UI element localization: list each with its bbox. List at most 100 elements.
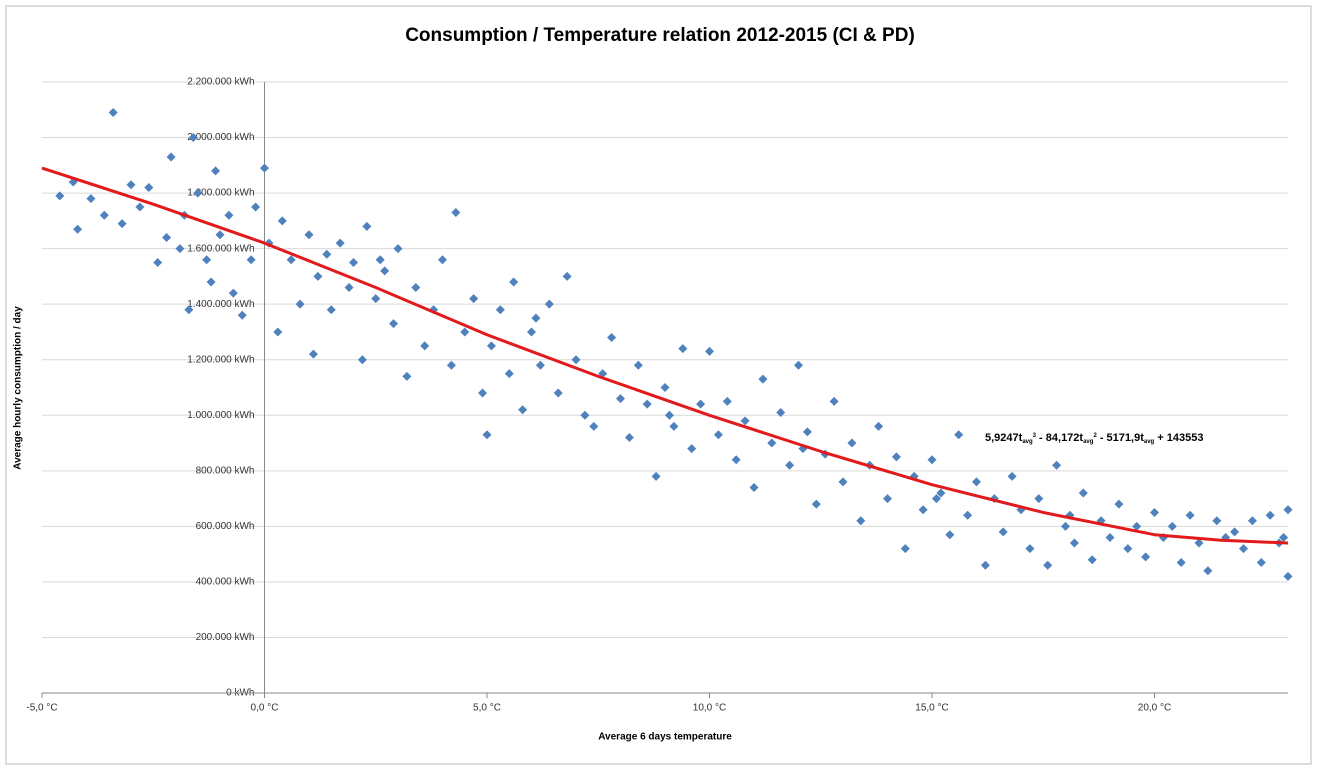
y-tick-label: 1.400.000 kWh <box>187 299 254 310</box>
point <box>144 183 154 193</box>
point <box>1256 557 1266 567</box>
point <box>1123 544 1133 554</box>
point <box>1176 557 1186 567</box>
x-tick-label: -5,0 °C <box>26 703 57 714</box>
y-tick-label: 800.000 kWh <box>196 465 255 476</box>
point <box>767 438 777 448</box>
equation-part: - 84,172t <box>1036 432 1083 444</box>
point <box>1105 532 1115 542</box>
point <box>1185 510 1195 520</box>
point <box>1141 552 1151 562</box>
point <box>945 530 955 540</box>
point <box>166 152 176 162</box>
point <box>811 499 821 509</box>
point <box>624 432 634 442</box>
point <box>1132 521 1142 531</box>
point <box>1007 471 1017 481</box>
point <box>504 369 514 379</box>
point <box>375 255 385 265</box>
point <box>847 438 857 448</box>
point <box>553 388 563 398</box>
point <box>1203 566 1213 576</box>
point <box>126 180 136 190</box>
equation-part: avg <box>1083 439 1094 445</box>
point <box>1194 538 1204 548</box>
equation-part: avg <box>1144 439 1155 445</box>
point <box>1114 499 1124 509</box>
point <box>535 360 545 370</box>
point <box>571 355 581 365</box>
point <box>749 482 759 492</box>
point <box>651 471 661 481</box>
point <box>1025 544 1035 554</box>
point <box>518 405 528 415</box>
point <box>1212 516 1222 526</box>
point <box>936 488 946 498</box>
point <box>607 333 617 343</box>
equation-part: 3 <box>1033 433 1037 439</box>
point <box>335 238 345 248</box>
point <box>184 305 194 315</box>
point <box>1279 532 1289 542</box>
y-tick-label: 1.200.000 kWh <box>187 354 254 365</box>
point <box>389 319 399 329</box>
point <box>931 494 941 504</box>
point <box>188 133 198 143</box>
point <box>731 455 741 465</box>
point <box>856 516 866 526</box>
x-tick-label: 10,0 °C <box>693 703 726 714</box>
equation-part: - 5171,9t <box>1097 432 1144 444</box>
point <box>153 258 163 268</box>
equation-part: 5,9247t <box>985 432 1023 444</box>
y-tick-label: 200.000 kWh <box>196 632 255 643</box>
point <box>740 416 750 426</box>
point <box>1061 521 1070 531</box>
point <box>251 202 261 212</box>
chart-title: Consumption / Temperature relation 2012-… <box>405 25 915 46</box>
point <box>420 341 430 351</box>
point <box>295 299 305 309</box>
point <box>313 271 323 281</box>
x-tick-label: 20,0 °C <box>1138 703 1171 714</box>
point <box>1167 521 1177 531</box>
point <box>1247 516 1257 526</box>
point <box>669 421 679 431</box>
point <box>495 305 505 315</box>
y-tick-label: 400.000 kWh <box>196 577 255 588</box>
point <box>362 221 372 231</box>
chart-frame <box>5 5 1312 765</box>
point <box>664 410 674 420</box>
point <box>73 224 83 234</box>
point <box>900 544 910 554</box>
point <box>758 374 768 384</box>
point <box>99 210 109 220</box>
point <box>883 494 892 504</box>
y-tick-label: 1.600.000 kWh <box>187 243 254 254</box>
x-tick-label: 15,0 °C <box>915 703 948 714</box>
point <box>713 430 723 440</box>
point <box>544 299 554 309</box>
point <box>1043 560 1053 570</box>
point <box>1069 538 1079 548</box>
point <box>344 283 354 293</box>
trend-equation: 5,9247tavg3 - 84,172tavg2 - 5171,9tavg +… <box>985 432 1203 445</box>
point <box>874 421 884 431</box>
point <box>1283 571 1293 581</box>
point <box>246 255 256 265</box>
point <box>972 477 981 487</box>
point <box>349 258 358 268</box>
point <box>794 360 803 370</box>
point <box>380 266 390 276</box>
point <box>1239 544 1248 554</box>
point <box>402 371 412 381</box>
x-tick-label: 5,0 °C <box>473 703 501 714</box>
point <box>562 271 572 281</box>
point <box>1230 527 1240 537</box>
point <box>829 396 839 406</box>
point <box>1087 555 1097 565</box>
point <box>660 383 670 392</box>
point <box>55 191 65 201</box>
point <box>211 166 221 176</box>
point <box>117 219 127 229</box>
